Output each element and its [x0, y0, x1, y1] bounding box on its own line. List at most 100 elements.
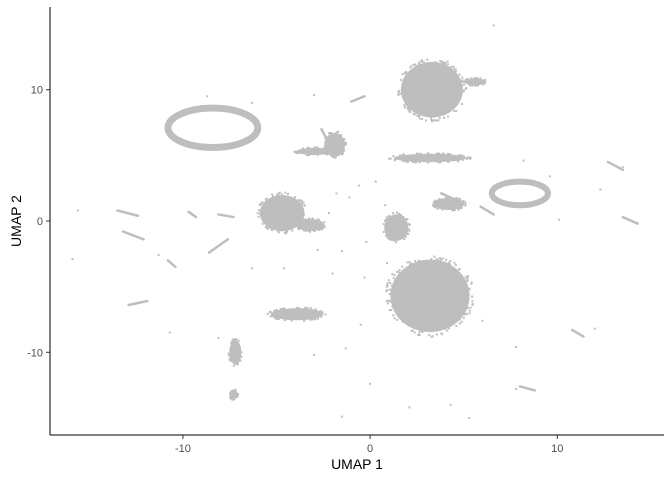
cluster-edge-point [388, 309, 391, 312]
strand-strand-a [207, 238, 230, 254]
cluster-bottom-blob [385, 255, 474, 338]
cluster-edge-point [308, 153, 311, 156]
cluster-edge-point [446, 60, 449, 63]
cluster-edge-point [385, 218, 388, 221]
cluster-edge-point [435, 333, 438, 336]
cluster-edge-point [323, 225, 326, 228]
cluster-edge-point [446, 329, 449, 332]
cluster-edge-point [396, 211, 399, 214]
strand-strand-i [350, 95, 366, 103]
cluster-edge-point [458, 207, 461, 210]
cluster-edge-point [407, 106, 410, 109]
cluster-edge-point [322, 223, 325, 226]
cluster-edge-point [331, 151, 334, 154]
cluster-edge-point [413, 113, 416, 116]
cluster-edge-point [259, 213, 262, 216]
cluster-edge-point [283, 319, 286, 322]
cluster-edge-point [275, 317, 278, 320]
cluster-edge-point [408, 108, 411, 111]
cluster-edge-point [324, 153, 327, 156]
cluster-edge-point [236, 396, 239, 399]
cluster-edge-point [295, 150, 298, 153]
x-tick-label: -10 [175, 443, 191, 455]
cluster-edge-point [446, 262, 449, 265]
cluster-edge-point [440, 258, 443, 261]
cluster-edge-point [267, 227, 270, 230]
cluster-edge-point [404, 235, 407, 238]
cluster-edge-point [387, 279, 390, 282]
cluster-edge-point [458, 73, 461, 76]
cluster-core-shape [464, 78, 486, 86]
cluster-edge-point [406, 218, 409, 221]
cluster-edge-point [329, 151, 332, 154]
cluster-edge-point [323, 221, 326, 224]
cluster-edge-point [303, 319, 306, 322]
cluster-edge-point [403, 103, 406, 106]
cluster-edge-point [399, 154, 402, 157]
scatter-point [335, 192, 338, 195]
cluster-edge-point [403, 237, 406, 240]
cluster-edge-point [409, 263, 412, 266]
cluster-edge-point [408, 261, 411, 264]
cluster-edge-point [300, 202, 303, 205]
cluster-edge-point [335, 132, 338, 135]
cluster-edge-point [416, 114, 419, 117]
cluster-edge-point [385, 285, 388, 288]
cluster-edge-point [264, 225, 267, 228]
cluster-edge-point [270, 228, 273, 231]
cluster-edge-point [448, 261, 451, 264]
cluster-edge-point [434, 61, 437, 64]
x-tick-label: 0 [367, 443, 373, 455]
cluster-edge-point [321, 227, 324, 230]
scatter-point [217, 336, 220, 339]
cluster-edge-point [393, 158, 396, 161]
cluster-edge-point [445, 196, 448, 199]
y-tick-label: 0 [37, 216, 43, 228]
cluster-edge-point [297, 307, 300, 310]
cluster-edge-point [468, 84, 471, 87]
cluster-edge-point [319, 309, 322, 312]
scatter-point [251, 267, 254, 270]
cluster-edge-point [438, 117, 441, 120]
cluster-edge-point [460, 206, 463, 209]
cluster-edge-point [466, 157, 469, 160]
cluster-edge-point [466, 279, 469, 282]
cluster-edge-point [406, 232, 409, 235]
cluster-edge-point [233, 398, 236, 401]
cluster-edge-point [330, 132, 333, 135]
cluster-edge-point [277, 194, 280, 197]
y-axis-title: UMAP 2 [8, 195, 24, 247]
cluster-edge-point [259, 202, 262, 205]
cluster-edge-point [315, 146, 318, 149]
cluster-edge-point [309, 307, 312, 310]
cluster-edge-point [406, 261, 409, 264]
cluster-edge-point [304, 306, 307, 309]
cluster-edge-point [462, 89, 465, 92]
cluster-edge-point [421, 331, 424, 334]
cluster-edge-point [401, 321, 404, 324]
scatter-point [316, 248, 319, 251]
cluster-edge-point [411, 329, 414, 332]
cluster-edge-point [343, 148, 346, 151]
cluster-edge-point [343, 137, 346, 140]
cluster-edge-point [397, 91, 400, 94]
cluster-edge-point [307, 217, 310, 220]
cluster-edge-point [388, 293, 391, 296]
cluster-edge-point [470, 282, 473, 285]
scatter-point [515, 346, 518, 349]
scatter-point [157, 254, 160, 257]
scatter-point [365, 241, 368, 244]
cluster-edge-point [465, 78, 468, 81]
cluster-edge-point [304, 230, 307, 233]
cluster-edge-point [447, 115, 450, 118]
scatter-point [348, 196, 351, 199]
cluster-edge-point [234, 338, 237, 341]
cluster-edge-point [457, 208, 460, 211]
cluster-edge-point [389, 300, 392, 303]
cluster-edge-point [484, 81, 487, 84]
cluster-edge-point [344, 142, 347, 145]
cluster-edge-point [417, 333, 420, 336]
strand-strand-k [439, 192, 458, 202]
cluster-edge-point [400, 214, 403, 217]
